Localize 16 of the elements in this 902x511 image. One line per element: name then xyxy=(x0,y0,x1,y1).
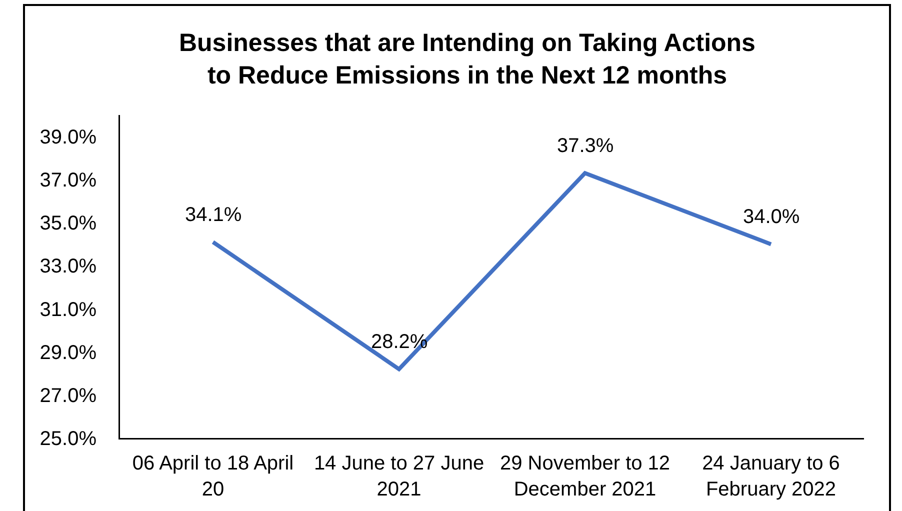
y-tick-label: 33.0% xyxy=(40,256,97,278)
x-tick-label: 14 June to 27 June 2021 xyxy=(314,452,484,500)
y-tick-label: 25.0% xyxy=(40,428,97,450)
x-tick-label: 29 November to 12 December 2021 xyxy=(500,452,670,500)
y-tick-label: 39.0% xyxy=(40,126,97,149)
chart-title: Businesses that are Intending on Taking Actions to Reduce Emissions in the Next 12 months xyxy=(178,29,756,90)
data-label: 34.0% xyxy=(743,206,800,228)
y-tick-label: 29.0% xyxy=(40,342,97,364)
y-tick-label: 31.0% xyxy=(40,298,97,321)
y-tick-label: 27.0% xyxy=(40,384,97,407)
x-tick-label: 06 April to 18 April 20 xyxy=(132,452,294,500)
y-tick-label: 35.0% xyxy=(40,212,97,235)
data-label: 34.1% xyxy=(185,204,242,226)
data-label: 37.3% xyxy=(557,135,614,157)
y-tick-label: 37.0% xyxy=(40,170,97,192)
x-tick-label: 24 January to 6 February 2022 xyxy=(702,452,840,500)
